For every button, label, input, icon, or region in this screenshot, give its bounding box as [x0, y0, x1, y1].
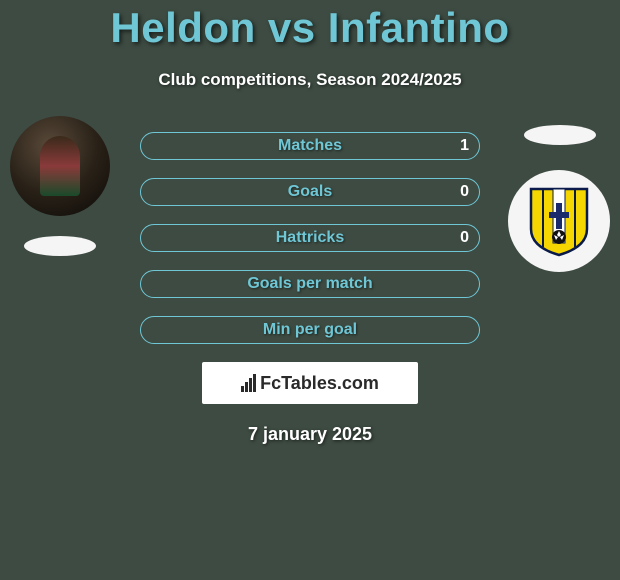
stat-label: Goals	[288, 183, 332, 201]
stat-value: 0	[460, 183, 469, 201]
logo-text: FcTables.com	[260, 373, 379, 394]
stat-label: Goals per match	[247, 275, 372, 293]
comparison-card: Heldon vs Infantino Club competitions, S…	[0, 0, 620, 580]
player-left-avatar	[10, 116, 110, 216]
stat-label: Hattricks	[276, 229, 344, 247]
player-left-shadow	[24, 236, 96, 256]
stat-label: Matches	[278, 137, 342, 155]
subtitle: Club competitions, Season 2024/2025	[0, 70, 620, 90]
stat-value: 0	[460, 229, 469, 247]
player-right-avatar	[508, 170, 610, 272]
stat-row: Goals per match	[140, 270, 480, 298]
stat-value: 1	[460, 137, 469, 155]
bar-chart-icon	[241, 374, 256, 392]
stat-label: Min per goal	[263, 321, 357, 339]
stat-row: Min per goal	[140, 316, 480, 344]
stats-panel: Matches 1 Goals 0 Hattricks 0 Goals per …	[140, 132, 480, 344]
date-text: 7 january 2025	[0, 424, 620, 445]
fctables-logo: FcTables.com	[202, 362, 418, 404]
stat-row: Matches 1	[140, 132, 480, 160]
stat-row: Goals 0	[140, 178, 480, 206]
stat-row: Hattricks 0	[140, 224, 480, 252]
club-crest-icon	[529, 185, 589, 257]
page-title: Heldon vs Infantino	[0, 4, 620, 52]
player-right-shadow	[524, 125, 596, 145]
